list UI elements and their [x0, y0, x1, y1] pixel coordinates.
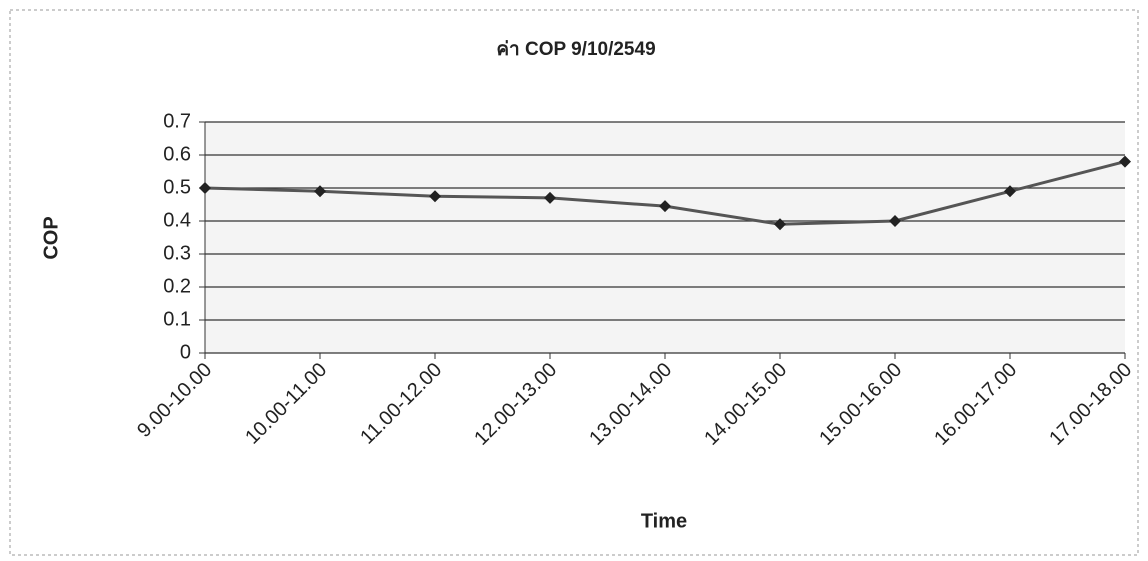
plot-area	[205, 122, 1125, 353]
y-tick-label: 0.7	[163, 110, 191, 132]
y-tick-label: 0	[180, 341, 191, 363]
y-tick-label: 0.2	[163, 275, 191, 297]
y-tick-label: 0.5	[163, 176, 191, 198]
y-axis-label: COP	[40, 216, 62, 259]
y-tick-label: 0.6	[163, 143, 191, 165]
y-tick-label: 0.3	[163, 242, 191, 264]
y-tick-label: 0.4	[163, 209, 191, 231]
chart-title: ค่า COP 9/10/2549	[496, 39, 655, 60]
y-tick-label: 0.1	[163, 308, 191, 330]
chart: ค่า COP 9/10/2549 COP Time 0 0.1 0.2 0.3 0.4…	[0, 0, 1148, 561]
x-axis-label: Time	[641, 510, 687, 532]
